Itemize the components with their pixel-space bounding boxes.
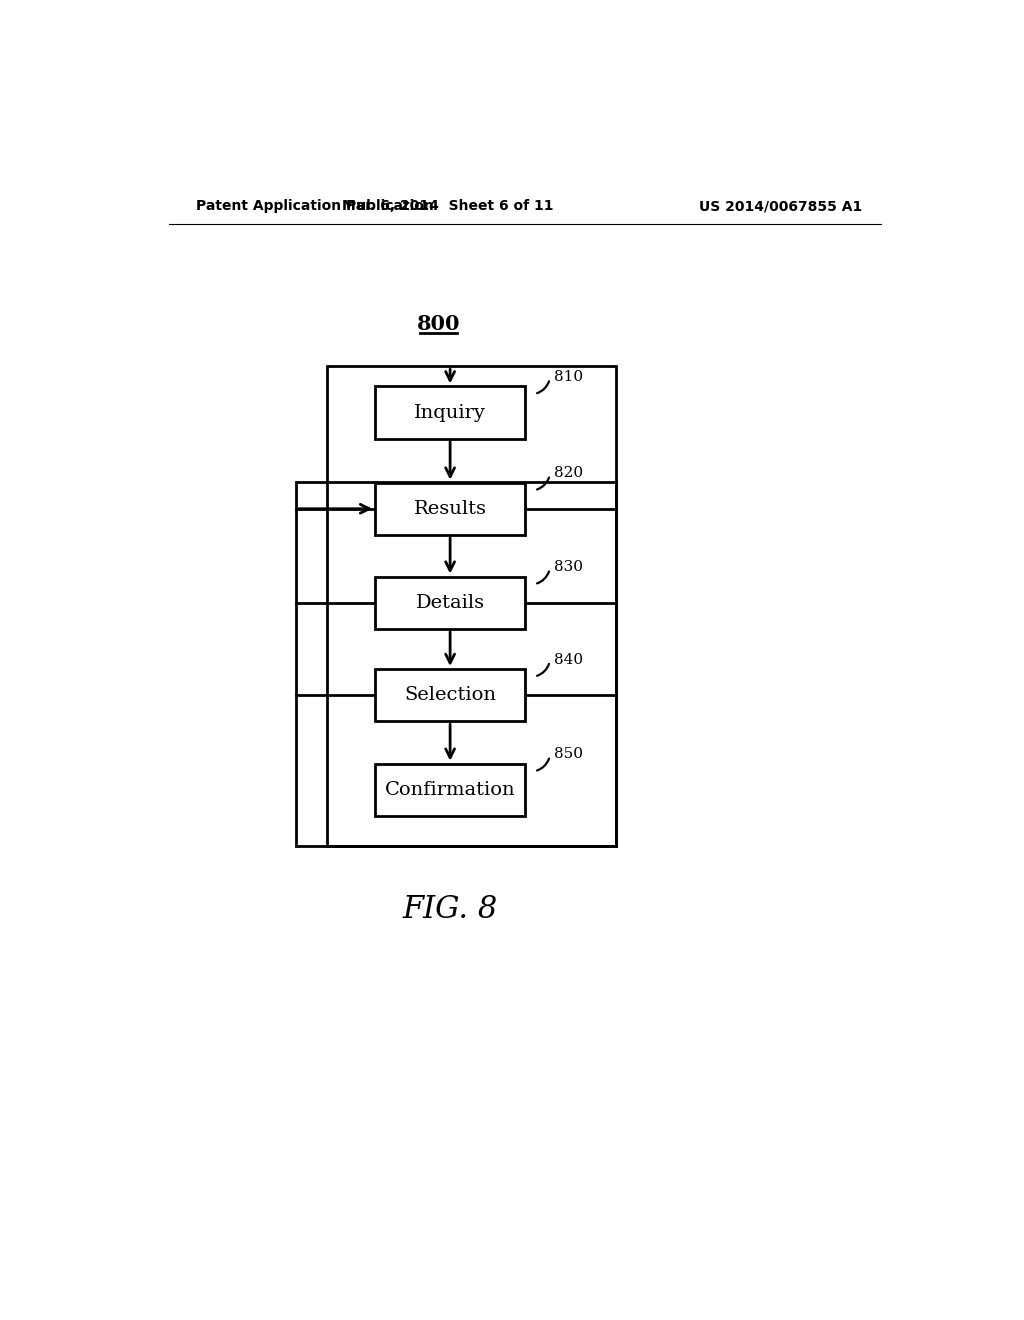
Text: 830: 830 xyxy=(554,560,583,574)
Text: Results: Results xyxy=(414,500,486,517)
Bar xyxy=(296,482,615,846)
Text: FIG. 8: FIG. 8 xyxy=(402,894,498,924)
Text: Selection: Selection xyxy=(404,686,496,704)
Bar xyxy=(375,577,525,628)
Bar xyxy=(375,763,525,816)
Text: 850: 850 xyxy=(554,747,583,762)
Bar xyxy=(327,367,615,846)
Text: Details: Details xyxy=(416,594,484,611)
Text: 810: 810 xyxy=(554,370,583,384)
Bar xyxy=(375,483,525,535)
Bar xyxy=(375,669,525,721)
Text: 800: 800 xyxy=(417,314,461,334)
Text: Confirmation: Confirmation xyxy=(385,781,515,799)
Text: US 2014/0067855 A1: US 2014/0067855 A1 xyxy=(698,199,862,213)
Bar xyxy=(375,387,525,438)
Text: 820: 820 xyxy=(554,466,583,480)
Text: Inquiry: Inquiry xyxy=(414,404,486,421)
Text: Mar. 6, 2014  Sheet 6 of 11: Mar. 6, 2014 Sheet 6 of 11 xyxy=(342,199,554,213)
Text: Patent Application Publication: Patent Application Publication xyxy=(196,199,434,213)
Text: 840: 840 xyxy=(554,652,583,667)
